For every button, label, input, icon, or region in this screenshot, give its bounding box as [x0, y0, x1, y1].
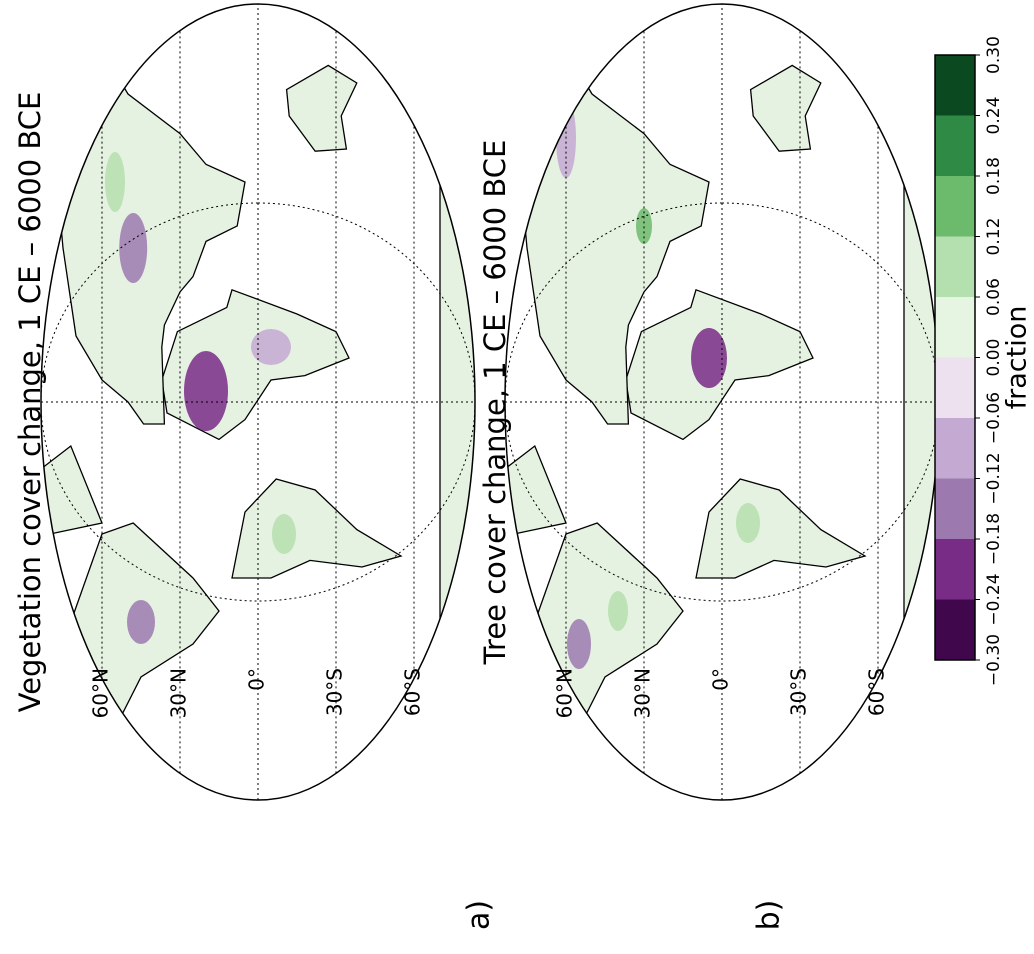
colorbar-tick-label: −0.24 [984, 573, 1004, 625]
colorbar-tick-label: −0.18 [984, 513, 1004, 565]
panel-title: Tree cover change, 1 CE – 6000 BCE [478, 140, 512, 666]
latitude-label: 60°S [401, 668, 425, 716]
colorbar-segment [935, 55, 975, 116]
colorbar-label: fraction [1002, 306, 1033, 410]
latitude-label: 30°S [323, 668, 347, 716]
colorbar-segment [935, 418, 975, 479]
latitude-label: 30°N [631, 668, 655, 718]
colorbar-segment [935, 599, 975, 660]
latitude-label: 0° [709, 668, 733, 691]
colorbar-segment [935, 236, 975, 297]
continent [749, 64, 822, 152]
colorbar-segment [935, 539, 975, 600]
colorbar-tick-label: 0.18 [984, 157, 1004, 195]
change-patch [251, 329, 291, 365]
latitude-label: 0° [245, 668, 269, 691]
colorbar-tick-label: 0.12 [984, 218, 1004, 256]
colorbar-segment [935, 297, 975, 358]
panel-label: b) [752, 900, 787, 931]
colorbar: −0.30 −0.24 −0.18 −0.12 −0.06 0.00 0.06 0.12 0.1… [934, 36, 1033, 686]
colorbar-segment [935, 357, 975, 418]
latitude-label: 30°N [167, 668, 191, 718]
colorbar-tick-label: 0.00 [984, 339, 1004, 377]
change-patch [119, 213, 148, 283]
latitude-label: 30°S [787, 668, 811, 716]
colorbar-segment [935, 176, 975, 237]
colorbar-segment [935, 115, 975, 176]
map-outline [40, 3, 476, 801]
colorbar-tick-label: 0.30 [984, 36, 1004, 74]
change-patch [184, 351, 228, 431]
colorbar-tick-label: 0.06 [984, 278, 1004, 316]
colorbar-tick-label: −0.30 [984, 634, 1004, 686]
colorbar-tick-label: 0.24 [984, 97, 1004, 135]
continent [285, 64, 358, 152]
latitude-label: 60°S [865, 668, 889, 716]
colorbar-segment [935, 478, 975, 539]
change-patch [272, 514, 296, 554]
colorbar-tick-label: −0.12 [984, 452, 1004, 504]
change-patch [736, 503, 760, 543]
continent [695, 478, 867, 579]
change-patch [608, 591, 628, 631]
change-patch [691, 328, 727, 388]
change-patch [567, 619, 591, 669]
panel-title: Vegetation cover change, 1 CE – 6000 BCE [13, 92, 47, 713]
change-patch [127, 600, 155, 644]
continent [231, 478, 403, 579]
change-patch [636, 208, 652, 244]
change-patch [105, 152, 125, 212]
panel-label: a) [462, 900, 497, 930]
colorbar-tick-label: −0.06 [984, 392, 1004, 444]
